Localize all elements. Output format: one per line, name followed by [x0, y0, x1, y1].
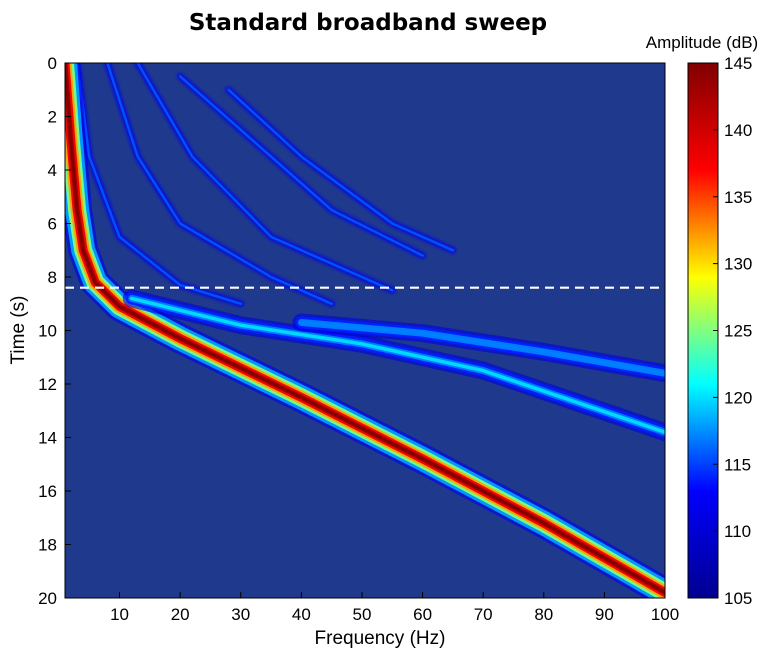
axis-ticks: 10 20 30 40 50 60 70 80 90 100 0 2 4 6 8 10 12 14 16 18 20 — [38, 54, 679, 624]
y-tick-label: 10 — [38, 322, 57, 341]
colorbar-tick-label: 130 — [724, 255, 752, 274]
y-tick-label: 20 — [38, 589, 57, 608]
band-10s-layer — [129, 296, 665, 434]
x-axis-label: Frequency (Hz) — [315, 628, 446, 649]
colorbar-tick-label: 145 — [724, 54, 752, 73]
y-tick-label: 14 — [38, 429, 57, 448]
y-tick-label: 2 — [48, 108, 57, 127]
x-tick-label: 40 — [292, 605, 311, 624]
y-tick-label: 18 — [38, 536, 57, 555]
x-tick-label: 20 — [171, 605, 190, 624]
colorbar-tick-label: 120 — [724, 388, 752, 407]
harmonic-6-core — [227, 88, 455, 252]
y-tick-label: 8 — [48, 268, 57, 287]
harmonic-5-core — [178, 75, 424, 257]
x-tick-label: 10 — [110, 605, 129, 624]
y-tick-label: 0 — [48, 54, 57, 73]
y-tick-label: 16 — [38, 482, 57, 501]
x-tick-label: 60 — [413, 605, 432, 624]
colorbar-tick-label: 140 — [724, 121, 752, 140]
y-tick-label: 6 — [48, 215, 57, 234]
y-axis-label: Time (s) — [8, 296, 29, 365]
harmonic-3-core — [106, 63, 333, 306]
colorbar-tick-label: 125 — [724, 322, 752, 341]
colorbar-tick-label: 115 — [724, 455, 751, 474]
x-tick-label: 80 — [534, 605, 553, 624]
x-tick-label: 70 — [474, 605, 493, 624]
harmonic-4-core — [136, 63, 394, 292]
x-tick-label: 100 — [651, 605, 679, 624]
spectral-ridges — [65, 63, 665, 598]
plot-area — [64, 62, 666, 599]
colorbar: 105 110 115 120 125 130 135 140 145 — [687, 54, 752, 608]
y-tick-label: 12 — [38, 375, 57, 394]
colorbar-tick-label: 110 — [724, 522, 751, 541]
chart-title: Standard broadband sweep — [189, 10, 547, 36]
x-tick-label: 50 — [353, 605, 372, 624]
colorbar-label: Amplitude (dB) — [646, 33, 758, 52]
x-tick-label: 30 — [231, 605, 250, 624]
y-tick-label: 4 — [48, 161, 57, 180]
fundamental-layer — [65, 63, 665, 594]
band-upper-layer — [299, 320, 665, 376]
colorbar-tick-label: 105 — [724, 589, 752, 608]
colorbar-tick-label: 135 — [724, 188, 752, 207]
harmonic-2-core — [75, 63, 243, 306]
x-tick-label: 90 — [595, 605, 614, 624]
